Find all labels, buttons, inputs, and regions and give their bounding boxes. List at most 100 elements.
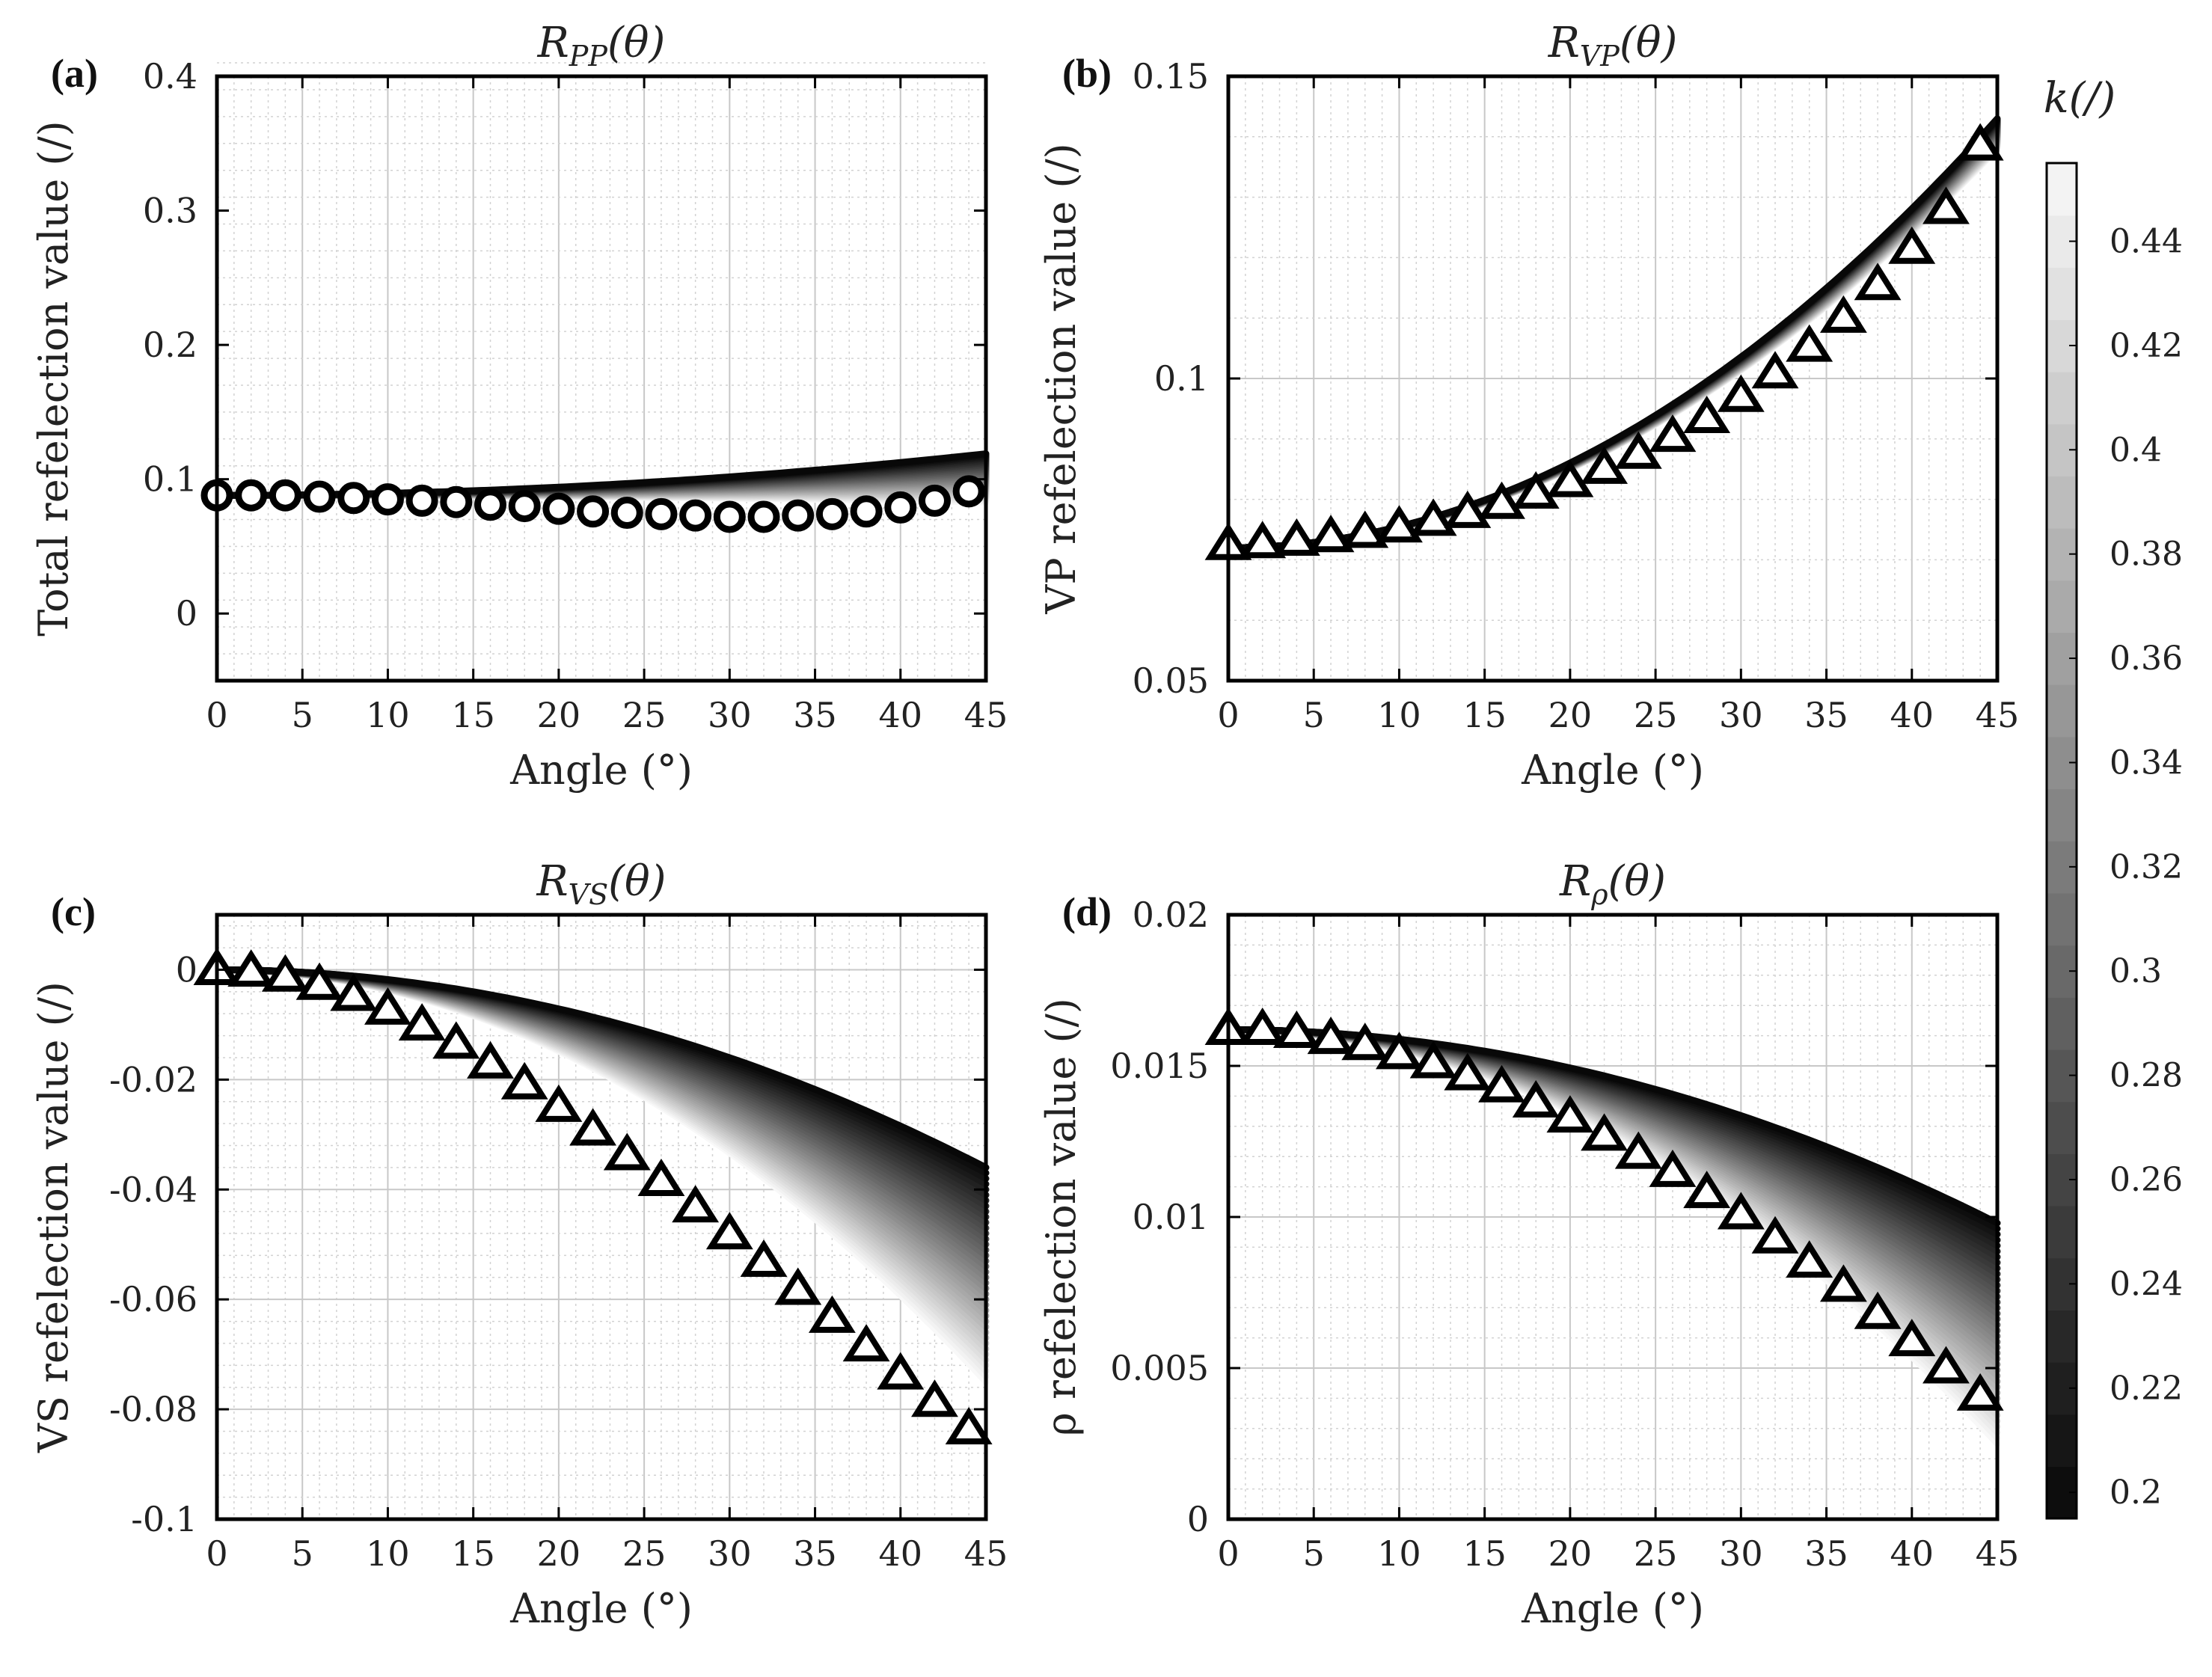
marker-triangle (774, 1267, 822, 1305)
colorbar-level (2047, 892, 2077, 946)
marker-circle (610, 497, 643, 530)
y-axis-label: VP refelection value (/) (1038, 143, 1085, 614)
colorbar-level (2047, 476, 2077, 529)
marker-triangle (398, 1003, 446, 1041)
k-curve-band (213, 966, 990, 1385)
x-tick-label: 45 (964, 1533, 1008, 1574)
colorbar-level (2047, 1101, 2077, 1154)
x-tick-label: 5 (1303, 1533, 1325, 1574)
colorbar-level (2047, 267, 2077, 320)
marker-triangle (1819, 295, 1867, 333)
colorbar-tick-label: 0.32 (2110, 848, 2183, 886)
colorbar-level (2047, 788, 2077, 841)
marker-triangle (1717, 374, 1765, 412)
grid (216, 62, 987, 681)
marker-triangle (1888, 226, 1936, 264)
colorbar-title: k(/) (2044, 74, 2116, 123)
marker-triangle (330, 973, 378, 1011)
colorbar-tick-label: 0.24 (2110, 1265, 2183, 1303)
marker-triangle (1614, 1131, 1662, 1169)
marker-triangle (500, 1061, 548, 1100)
marker-triangle (1923, 186, 1970, 224)
colorbar-tick-label: 0.36 (2110, 640, 2183, 678)
title-subscript: VP (1580, 40, 1620, 73)
marker-triangle (1546, 1095, 1594, 1133)
colorbar-level (2047, 997, 2077, 1050)
marker-triangle (1581, 1113, 1629, 1151)
x-tick-label: 5 (1303, 695, 1325, 735)
axes-frame (215, 913, 988, 1521)
x-tick-label: 5 (292, 1533, 313, 1574)
marker-triangle (740, 1239, 788, 1277)
y-axis-label: VS refelection value (/) (30, 981, 77, 1453)
marker-circle (371, 483, 404, 516)
marker-circle (474, 488, 507, 521)
marker-circle (542, 492, 575, 525)
panel-a: 0 5 10 15 20 25 30 35 40 45 0 0.1 0.2 0.3 0.4 Angle (°)… (30, 19, 1008, 794)
x-tick-label: 5 (292, 695, 313, 735)
marker-triangle (1683, 1171, 1731, 1209)
y-tick-label: -0.08 (109, 1389, 197, 1429)
y-tick-label: -0.06 (109, 1279, 197, 1319)
x-axis-label: Angle (°) (509, 1585, 693, 1632)
marker-triangle (637, 1159, 685, 1197)
y-tick-label: 0.15 (1133, 56, 1209, 96)
marker-circle (303, 480, 336, 513)
x-tick-label: 30 (1719, 1533, 1763, 1574)
title-tail: (θ) (1620, 19, 1677, 67)
marker-triangle (1239, 521, 1287, 559)
panels: 0 5 10 15 20 25 30 35 40 45 0 0.1 0.2 0.3 0.4 Angle (°)… (30, 19, 2019, 1632)
y-tick-label: 0.01 (1133, 1197, 1209, 1237)
y-tick-label: 0.015 (1110, 1046, 1209, 1086)
marker-triangle (364, 987, 411, 1025)
colorbar-tick-label: 0.4 (2110, 431, 2162, 469)
colorbar-tick-label: 0.2 (2110, 1474, 2162, 1512)
marker-triangle (1239, 1008, 1287, 1046)
colorbar-level (2047, 163, 2077, 216)
colorbar-tick-label: 0.38 (2110, 536, 2183, 574)
colorbar-tick-label: 0.44 (2110, 223, 2183, 261)
marker-triangle (1341, 510, 1389, 548)
x-tick-label: 40 (879, 695, 923, 735)
k-curve (1225, 1026, 2001, 1227)
x-tick-label: 10 (1377, 1533, 1421, 1574)
marker-circle (337, 482, 370, 515)
marker-triangle (877, 1352, 925, 1390)
marker-triangle (945, 1407, 993, 1445)
x-tick-label: 10 (366, 1533, 410, 1574)
x-tick-label: 20 (1548, 695, 1593, 735)
marker-circle (679, 499, 712, 532)
marker-circle (645, 497, 678, 530)
marker-triangle (1546, 459, 1594, 497)
k-curve (213, 966, 990, 1171)
marker-triangle (1888, 1319, 1936, 1357)
panel-title: RVP(θ) (1548, 19, 1678, 73)
y-tick-label: 0.4 (143, 56, 197, 96)
title-main: R (536, 857, 568, 906)
x-tick-label: 25 (622, 695, 667, 735)
axes-frame (215, 74, 988, 683)
x-tick-label: 30 (708, 1533, 752, 1574)
panel-d: 0 5 10 15 20 25 30 35 40 45 0 0.005 0.01 0.015 0.02 Ang… (1038, 857, 2019, 1632)
marker-triangle (432, 1021, 480, 1059)
title-subscript: ρ (1590, 878, 1608, 911)
x-tick-label: 35 (1804, 695, 1848, 735)
colorbar-level (2047, 371, 2077, 425)
x-tick-label: 25 (1634, 695, 1678, 735)
x-tick-label: 0 (1217, 695, 1239, 735)
colorbar-tick-label: 0.22 (2110, 1370, 2183, 1408)
y-tick-label: 0.1 (143, 459, 197, 500)
marker-triangle (1409, 498, 1457, 536)
marker-triangle (467, 1040, 514, 1079)
x-tick-label: 15 (451, 1533, 495, 1574)
colorbar-level (2047, 1310, 2077, 1363)
panel-label: (d) (1062, 889, 1112, 934)
panel-c: 0 5 10 15 20 25 30 35 40 45 -0.1 -0.08 -0.06 -0.04 -0.… (30, 857, 1008, 1632)
marker-triangle (1341, 1023, 1389, 1061)
x-tick-label: 0 (206, 695, 227, 735)
marker-triangle (1751, 351, 1799, 389)
x-tick-label: 15 (451, 695, 495, 735)
marker-circle (508, 490, 541, 523)
marker-circle (747, 500, 780, 533)
